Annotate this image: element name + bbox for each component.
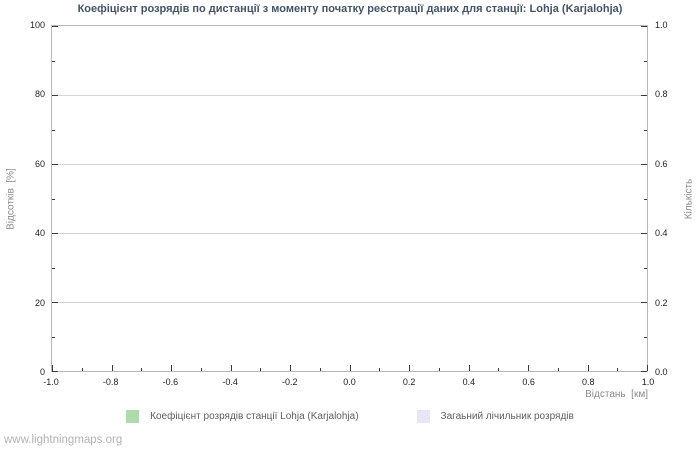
- tick-mark: [557, 368, 559, 371]
- legend-label-strike-ratio: Коефіцієнт розрядів станції Lohja (Karja…: [150, 411, 359, 422]
- y-left-tick-label: 80: [34, 89, 45, 100]
- chart-title: Коефіцієнт розрядів по дистанції з момен…: [77, 3, 623, 15]
- y-left-tick-label: 20: [34, 297, 45, 308]
- tick-mark: [230, 365, 232, 371]
- tick-mark: [641, 164, 647, 165]
- gridline: [52, 164, 647, 165]
- legend-swatch-total-counter: [416, 410, 430, 423]
- tick-mark: [52, 198, 55, 200]
- gridline: [52, 302, 647, 303]
- y-right-tick-label: 1.0: [655, 20, 668, 30]
- y-left-tick-label: 60: [34, 158, 45, 169]
- x-tick-label: 0.2: [402, 377, 416, 387]
- y-right-tick-label: 0.2: [655, 297, 668, 308]
- y-right-tick-label: 0.8: [655, 89, 668, 100]
- tick-mark: [52, 371, 58, 372]
- tick-mark: [498, 368, 500, 371]
- tick-mark: [644, 60, 647, 62]
- tick-mark: [587, 365, 589, 371]
- tick-mark: [641, 26, 647, 27]
- y-axis-ticks-left: 0 20 40 60 80 100: [0, 20, 45, 377]
- tick-mark: [52, 302, 58, 303]
- x-tick-label: -0.4: [222, 377, 238, 387]
- tick-mark: [52, 365, 53, 371]
- y-right-tick-label: 0.4: [655, 228, 668, 239]
- tick-mark: [111, 365, 113, 371]
- x-axis-ticks: -1.0 -0.8 -0.6 -0.4 -0.2 0.0 0.2 0.4 0.6 0.8 1.0: [43, 377, 654, 388]
- x-tick-label: 0.0: [343, 377, 356, 387]
- legend: Коефіцієнт розрядів станції Lohja (Karja…: [0, 410, 700, 423]
- legend-label-total-counter: Загаьний лічильник розрядів: [440, 411, 574, 422]
- tick-mark: [319, 368, 321, 371]
- tick-mark: [647, 365, 648, 371]
- plot-area: [51, 25, 648, 372]
- x-tick-label: -1.0: [43, 377, 59, 387]
- tick-mark: [641, 371, 647, 372]
- x-axis-label: Відстань [км]: [585, 389, 648, 400]
- y-left-tick-label: 100: [29, 20, 45, 30]
- tick-mark: [644, 198, 647, 200]
- tick-mark: [528, 365, 529, 371]
- tick-mark: [260, 368, 262, 371]
- tick-mark: [644, 336, 647, 338]
- gridline: [52, 233, 647, 234]
- legend-item-total-counter: Загаьний лічильник розрядів: [416, 410, 574, 423]
- x-tick-label: 0.8: [582, 377, 595, 387]
- y-left-tick-label: 0: [39, 367, 45, 377]
- tick-mark: [617, 368, 619, 371]
- tick-mark: [52, 129, 55, 131]
- legend-item-strike-ratio: Коефіцієнт розрядів станції Lohja (Karja…: [126, 410, 359, 423]
- x-tick-label: 1.0: [641, 377, 655, 387]
- tick-mark: [379, 368, 381, 371]
- tick-mark: [644, 129, 647, 131]
- x-tick-label: -0.2: [282, 377, 298, 387]
- tick-mark: [52, 164, 58, 165]
- x-tick-label: -0.8: [102, 377, 119, 387]
- tick-mark: [171, 365, 172, 371]
- tick-mark: [52, 26, 58, 27]
- tick-mark: [468, 365, 470, 371]
- tick-mark: [141, 368, 143, 371]
- tick-mark: [200, 368, 202, 371]
- y-left-tick-label: 40: [34, 228, 45, 239]
- x-tick-label: 0.6: [522, 377, 535, 387]
- tick-mark: [641, 95, 647, 96]
- watermark-text: www.lightningmaps.org: [4, 434, 123, 446]
- tick-mark: [641, 302, 647, 303]
- tick-mark: [52, 336, 55, 338]
- y-right-tick-label: 0.6: [655, 158, 668, 169]
- tick-mark: [52, 95, 58, 96]
- gridline: [52, 95, 647, 96]
- tick-mark: [438, 368, 440, 371]
- y-axis-ticks-right: 0.0 0.2 0.4 0.6 0.8 1.0: [655, 20, 697, 377]
- y-right-tick-label: 0.0: [655, 367, 668, 377]
- tick-mark: [290, 365, 291, 371]
- tick-mark: [52, 60, 55, 62]
- tick-mark: [52, 233, 58, 234]
- x-tick-label: -0.6: [162, 377, 179, 387]
- tick-mark: [641, 233, 647, 234]
- tick-mark: [81, 368, 83, 371]
- tick-mark: [409, 365, 410, 371]
- tick-mark: [52, 267, 55, 269]
- legend-swatch-strike-ratio: [126, 410, 140, 423]
- tick-mark: [349, 365, 351, 371]
- tick-mark: [644, 267, 647, 269]
- x-tick-label: 0.4: [462, 377, 476, 387]
